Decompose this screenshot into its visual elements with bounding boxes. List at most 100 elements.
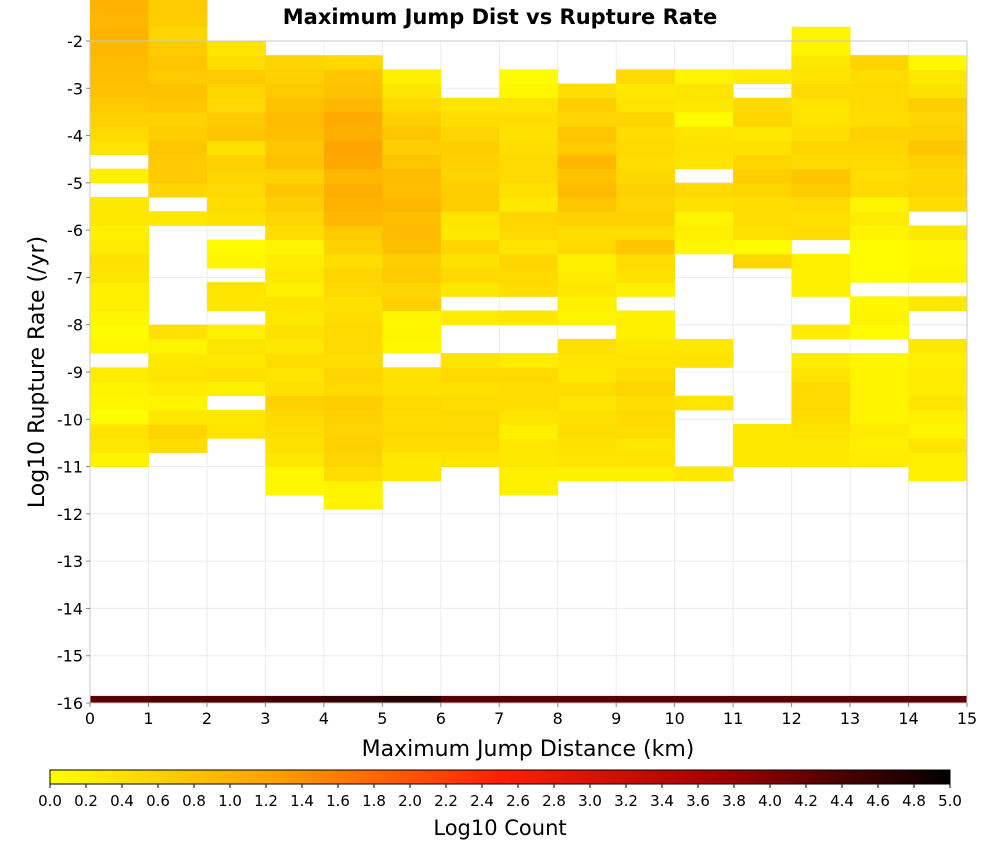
y-tick-label: -7 xyxy=(67,268,83,287)
heatmap-cell xyxy=(440,409,500,425)
heatmap-cell xyxy=(674,69,734,85)
heatmap-cell xyxy=(382,466,442,482)
heatmap-cell xyxy=(791,154,851,170)
heatmap-cell xyxy=(90,282,149,297)
colorbar-tick-label: 3.0 xyxy=(578,792,602,810)
heatmap-cell-bottom xyxy=(206,695,266,703)
heatmap-cell xyxy=(323,324,383,340)
heatmap-cell xyxy=(557,424,617,439)
heatmap-cell xyxy=(382,111,442,127)
heatmap-cell xyxy=(850,225,910,241)
heatmap-cell-bottom xyxy=(908,695,968,703)
heatmap-cell xyxy=(499,239,559,255)
x-tick-label: 0 xyxy=(85,709,95,728)
heatmap-cell xyxy=(791,395,851,411)
heatmap-cell xyxy=(90,69,149,85)
heatmap-cell xyxy=(674,338,734,354)
y-tick-label: -4 xyxy=(67,127,83,146)
heatmap-cell xyxy=(148,26,208,42)
heatmap-cell xyxy=(440,253,500,269)
x-tick-label: 14 xyxy=(898,709,918,728)
heatmap-cell xyxy=(791,168,851,184)
heatmap-cell xyxy=(90,12,149,28)
heatmap-cell xyxy=(323,97,383,113)
heatmap-cell xyxy=(90,0,149,14)
heatmap-cell xyxy=(323,140,383,155)
heatmap-cell xyxy=(90,168,149,184)
heatmap-cell xyxy=(791,324,851,340)
heatmap-cell xyxy=(791,26,851,42)
heatmap-cell xyxy=(148,12,208,28)
heatmap-cell xyxy=(908,69,968,85)
heatmap-cell xyxy=(733,182,793,198)
heatmap-cell xyxy=(557,466,617,482)
heatmap-cell xyxy=(206,253,266,269)
heatmap-cell xyxy=(674,211,734,226)
heatmap-cell xyxy=(323,168,383,184)
heatmap-cell xyxy=(908,253,968,269)
heatmap-cell xyxy=(323,182,383,198)
heatmap-cell xyxy=(148,367,208,382)
heatmap-cell xyxy=(206,211,266,226)
heatmap-cell xyxy=(791,424,851,439)
heatmap-cell xyxy=(90,438,149,453)
heatmap-cell xyxy=(323,310,383,326)
heatmap-cell xyxy=(850,182,910,198)
heatmap-cell xyxy=(90,26,149,42)
heatmap-cell xyxy=(499,225,559,241)
colorbar-tick-label: 2.2 xyxy=(434,792,458,810)
heatmap-cell xyxy=(499,353,559,368)
colorbar-tick-label: 2.0 xyxy=(398,792,422,810)
heatmap-cell xyxy=(323,253,383,269)
heatmap-cell xyxy=(206,111,266,127)
heatmap-cell xyxy=(499,83,559,99)
y-axis-label: Log10 Rupture Rate (/yr) xyxy=(25,236,50,508)
heatmap-cell xyxy=(440,395,500,411)
heatmap-cell xyxy=(557,381,617,397)
y-tick-label: -10 xyxy=(57,410,83,429)
heatmap-cell xyxy=(499,126,559,141)
heatmap-cell xyxy=(557,310,617,326)
heatmap-cell xyxy=(440,111,500,127)
heatmap-cell xyxy=(265,267,325,283)
heatmap-cell xyxy=(265,296,325,312)
heatmap-cell xyxy=(557,182,617,198)
colorbar-tick-label: 2.6 xyxy=(506,792,530,810)
heatmap-cell xyxy=(908,111,968,127)
heatmap-cell xyxy=(499,211,559,226)
heatmap-cell xyxy=(206,41,266,56)
heatmap-cell xyxy=(148,353,208,368)
heatmap-cell xyxy=(323,282,383,297)
heatmap-cell xyxy=(382,296,442,312)
heatmap-cell xyxy=(90,267,149,283)
heatmap-cell xyxy=(850,211,910,226)
heatmap-cell xyxy=(557,97,617,113)
heatmap-cell xyxy=(791,225,851,241)
heatmap-cell xyxy=(850,168,910,184)
heatmap-cell xyxy=(265,211,325,226)
heatmap-cell xyxy=(90,55,149,70)
heatmap-cell xyxy=(323,154,383,170)
heatmap-cell xyxy=(908,197,968,212)
heatmap-cell xyxy=(323,409,383,425)
y-tick-label: -2 xyxy=(67,32,83,51)
heatmap-cell xyxy=(791,197,851,212)
heatmap-cell xyxy=(323,466,383,482)
heatmap-cell xyxy=(323,424,383,439)
colorbar-tick-label: 0.2 xyxy=(74,792,98,810)
heatmap-cell xyxy=(382,168,442,184)
heatmap-cell xyxy=(323,239,383,255)
heatmap-cell xyxy=(206,409,266,425)
heatmap-cell xyxy=(557,296,617,312)
heatmap-cell xyxy=(908,126,968,141)
heatmap-cell xyxy=(850,267,910,283)
colorbar-tick-label: 0.6 xyxy=(146,792,170,810)
chart-title: Maximum Jump Dist vs Rupture Rate xyxy=(283,5,717,29)
heatmap-cell xyxy=(323,494,383,510)
heatmap-cell xyxy=(850,424,910,439)
heatmap-cell xyxy=(148,182,208,198)
heatmap-cell xyxy=(499,452,559,468)
y-tick-label: -12 xyxy=(57,505,83,524)
colorbar-label: Log10 Count xyxy=(433,816,566,840)
heatmap-cell xyxy=(206,353,266,368)
